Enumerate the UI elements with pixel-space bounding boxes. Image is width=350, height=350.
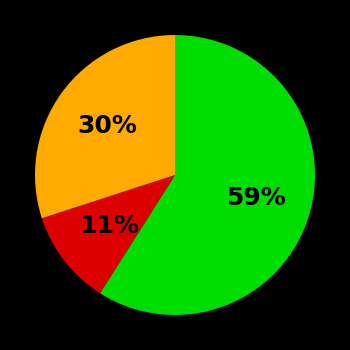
Wedge shape <box>100 35 315 315</box>
Wedge shape <box>35 35 175 218</box>
Text: 59%: 59% <box>226 187 286 210</box>
Wedge shape <box>42 175 175 293</box>
Text: 30%: 30% <box>77 114 137 138</box>
Text: 11%: 11% <box>79 215 139 238</box>
